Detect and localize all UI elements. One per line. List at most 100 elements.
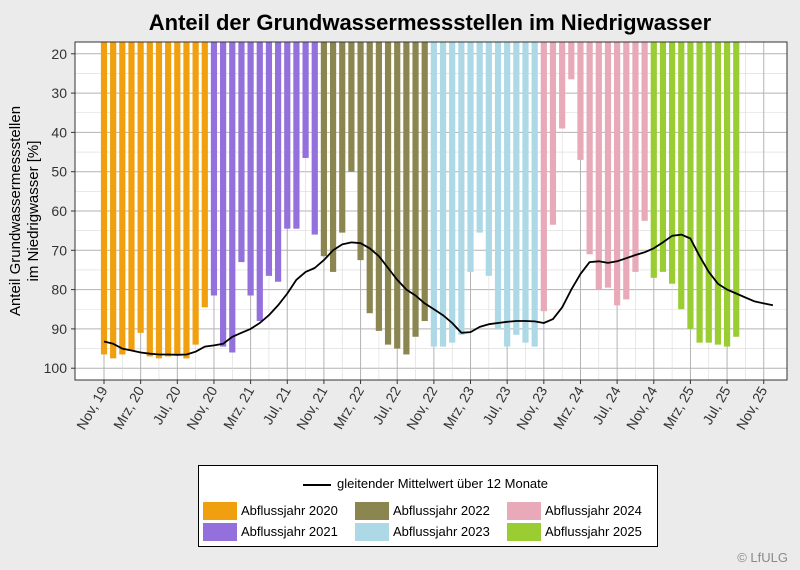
bar-abflussjahr-2023-2 xyxy=(449,42,456,343)
bar-abflussjahr-2022-5 xyxy=(366,42,373,314)
bar-abflussjahr-2023-9 xyxy=(513,42,520,335)
bar-abflussjahr-2024-10 xyxy=(632,42,639,272)
bar-abflussjahr-2023-5 xyxy=(476,42,483,233)
bar-abflussjahr-2021-8 xyxy=(284,42,291,229)
legend-label-2025: Abflussjahr 2025 xyxy=(545,524,642,539)
bar-abflussjahr-2020-9 xyxy=(183,42,190,359)
bar-abflussjahr-2025-4 xyxy=(687,42,694,329)
bar-abflussjahr-2024-1 xyxy=(549,42,557,225)
x-tick-label: Mrz, 20 xyxy=(110,383,147,432)
bar-abflussjahr-2025-7 xyxy=(714,42,722,345)
bar-abflussjahr-2021-6 xyxy=(265,42,273,276)
copyright-notice: © LfULG xyxy=(737,550,788,565)
legend-swatch-2024 xyxy=(507,502,541,520)
bar-abflussjahr-2021-2 xyxy=(229,42,236,353)
bar-abflussjahr-2025-3 xyxy=(678,42,685,310)
bar-abflussjahr-2020-1 xyxy=(110,42,117,359)
bar-abflussjahr-2022-0 xyxy=(320,42,328,257)
bar-abflussjahr-2020-4 xyxy=(137,42,144,333)
x-tick-label: Mrz, 21 xyxy=(220,383,257,432)
x-tick-label: Nov, 20 xyxy=(183,383,221,432)
bar-abflussjahr-2020-2 xyxy=(119,42,126,355)
bar-abflussjahr-2024-0 xyxy=(540,42,547,312)
bar-abflussjahr-2022-6 xyxy=(375,42,382,331)
legend-swatch-2021 xyxy=(203,523,237,541)
y-tick-label: 90 xyxy=(51,321,67,337)
bar-abflussjahr-2024-11 xyxy=(641,42,648,221)
legend-label-2023: Abflussjahr 2023 xyxy=(393,524,490,539)
bar-abflussjahr-2020-7 xyxy=(165,42,172,357)
y-tick-label: 20 xyxy=(51,46,67,62)
bar-abflussjahr-2020-6 xyxy=(155,42,163,359)
bar-abflussjahr-2024-7 xyxy=(604,42,612,288)
x-tick-label: Jul, 25 xyxy=(699,383,734,427)
bar-abflussjahr-2025-0 xyxy=(650,42,657,278)
y-axis-label: Anteil Grundwassermessstellenim Niedrigw… xyxy=(7,106,42,316)
x-tick-label: Nov, 19 xyxy=(73,383,111,432)
bar-abflussjahr-2022-10 xyxy=(412,42,419,337)
bar-abflussjahr-2024-9 xyxy=(623,42,630,300)
bar-abflussjahr-2023-0 xyxy=(430,42,437,347)
x-tick-label: Mrz, 23 xyxy=(440,383,477,432)
bar-abflussjahr-2023-6 xyxy=(485,42,492,276)
bar-abflussjahr-2020-5 xyxy=(146,42,153,357)
bar-abflussjahr-2020-3 xyxy=(128,42,135,351)
bar-abflussjahr-2022-2 xyxy=(339,42,346,233)
bar-abflussjahr-2022-8 xyxy=(394,42,401,349)
bar-abflussjahr-2024-5 xyxy=(586,42,593,255)
legend-swatch-2020 xyxy=(203,502,237,520)
chart-title: Anteil der Grundwassermessstellen im Nie… xyxy=(148,10,712,35)
legend-label-2022: Abflussjahr 2022 xyxy=(393,503,490,518)
y-tick-label: 60 xyxy=(51,203,67,219)
legend-label-2021: Abflussjahr 2021 xyxy=(241,524,338,539)
bar-abflussjahr-2023-1 xyxy=(439,42,447,347)
bar-abflussjahr-2022-1 xyxy=(329,42,337,272)
y-tick-label: 80 xyxy=(51,282,67,298)
bar-abflussjahr-2023-4 xyxy=(467,42,474,272)
bar-abflussjahr-2020-8 xyxy=(174,42,181,355)
y-axis-label-line: Anteil Grundwassermessstellen xyxy=(7,106,24,316)
bar-abflussjahr-2020-11 xyxy=(201,42,208,308)
x-tick-label: Mrz, 25 xyxy=(660,383,697,432)
bar-abflussjahr-2022-4 xyxy=(357,42,364,261)
x-tick-label: Jul, 23 xyxy=(479,383,514,427)
legend: gleitender Mittelwert über 12 Monate Abf… xyxy=(198,465,658,547)
bar-abflussjahr-2021-9 xyxy=(293,42,300,229)
x-tick-label: Jul, 20 xyxy=(149,383,184,427)
bar-abflussjahr-2020-10 xyxy=(192,42,199,345)
legend-swatch-2023 xyxy=(355,523,389,541)
x-tick-label: Jul, 21 xyxy=(259,383,294,427)
bar-abflussjahr-2021-10 xyxy=(302,42,309,158)
bar-abflussjahr-2020-0 xyxy=(100,42,108,355)
x-tick-label: Mrz, 24 xyxy=(550,383,587,432)
x-tick-label: Mrz, 22 xyxy=(330,383,367,432)
y-tick-label: 30 xyxy=(51,85,67,101)
bar-abflussjahr-2022-7 xyxy=(384,42,392,345)
bar-abflussjahr-2025-8 xyxy=(723,42,731,347)
bar-abflussjahr-2025-5 xyxy=(696,42,703,343)
legend-swatch-2022 xyxy=(355,502,389,520)
y-tick-label: 100 xyxy=(44,360,68,376)
x-tick-label: Nov, 25 xyxy=(733,383,771,432)
bar-abflussjahr-2024-4 xyxy=(577,42,584,160)
legend-line-label: gleitender Mittelwert über 12 Monate xyxy=(337,476,549,491)
chart-canvas: 20 30 40 50 60 70 80 90 100 Nov, 19 Mrz, 20 Jul, 20… xyxy=(7,41,788,432)
legend-swatch-2025 xyxy=(507,523,541,541)
bar-abflussjahr-2021-3 xyxy=(238,42,245,263)
bar-abflussjahr-2022-9 xyxy=(403,42,410,355)
y-tick-label: 40 xyxy=(51,124,67,140)
bar-abflussjahr-2024-6 xyxy=(595,42,602,290)
x-tick-label: Nov, 24 xyxy=(623,383,661,432)
bar-abflussjahr-2023-10 xyxy=(522,42,529,343)
bar-abflussjahr-2025-6 xyxy=(705,42,712,343)
x-tick-label: Nov, 22 xyxy=(403,383,441,432)
bar-abflussjahr-2024-3 xyxy=(568,42,575,80)
bar-abflussjahr-2023-11 xyxy=(531,42,538,347)
y-axis-label-line: im Niedrigwasser [%] xyxy=(25,141,42,282)
bar-abflussjahr-2025-9 xyxy=(733,42,740,337)
bar-abflussjahr-2025-2 xyxy=(669,42,676,284)
bar-abflussjahr-2023-7 xyxy=(494,42,502,329)
bar-abflussjahr-2021-0 xyxy=(210,42,218,296)
x-tick-label: Jul, 24 xyxy=(589,383,624,427)
legend-label-2024: Abflussjahr 2024 xyxy=(545,503,642,518)
